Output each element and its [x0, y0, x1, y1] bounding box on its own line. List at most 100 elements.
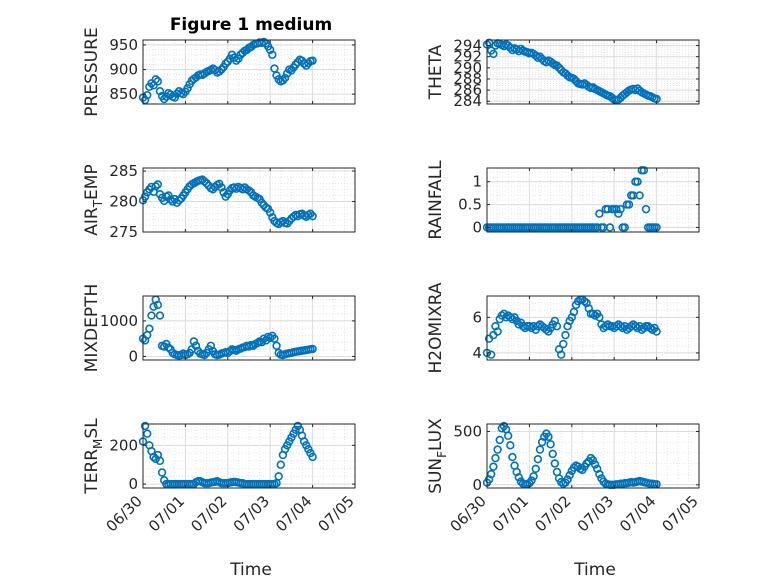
data-point	[563, 71, 572, 80]
data-point	[276, 460, 285, 469]
data-point	[155, 456, 165, 466]
data-point	[548, 449, 557, 459]
data-point	[304, 58, 313, 68]
subplot-7: 0 200 06/30 07/01 07/02 07/03 07/04 07/05 TERRMS…	[82, 418, 358, 536]
data-point	[529, 472, 538, 481]
data-point	[189, 337, 199, 346]
data-point	[550, 459, 560, 468]
data-point	[308, 56, 317, 65]
data-point	[525, 322, 534, 331]
data-point	[221, 59, 230, 68]
data-point	[624, 200, 634, 209]
x-tick-label: 07/04	[616, 492, 659, 535]
y-axis-label: THETA	[426, 44, 446, 100]
data-point	[274, 472, 283, 481]
data-point	[200, 177, 209, 186]
data-point	[308, 344, 317, 354]
data-point	[200, 350, 209, 360]
data-point	[280, 73, 290, 83]
data-point	[506, 313, 515, 322]
y-axis-label: SUNFLUX	[426, 418, 449, 494]
subplot-1: 850 900 950 PRESSURE	[82, 27, 356, 117]
data-point	[556, 350, 566, 359]
y-tick-label: 6	[472, 308, 482, 326]
x-tick-label: 07/02	[531, 492, 574, 535]
data-point	[506, 441, 515, 450]
data-point	[489, 462, 498, 471]
y-axis-label-subscript: M	[91, 439, 105, 449]
data-point	[559, 339, 568, 349]
y-axis-label-main: H2OMIXRA	[426, 282, 446, 373]
y-tick-label: 500	[453, 422, 482, 440]
data-point	[569, 74, 579, 84]
data-point	[215, 67, 224, 76]
data-point	[232, 56, 241, 65]
y-axis-label-main: MIXDEPTH	[82, 284, 102, 373]
y-axis-label-main: THETA	[426, 44, 446, 100]
data-point	[588, 309, 598, 318]
y-tick-label: 1	[472, 173, 482, 191]
data-point	[652, 327, 661, 336]
data-point	[535, 52, 545, 61]
data-point	[633, 177, 642, 186]
data-point	[588, 456, 598, 465]
data-point	[641, 204, 651, 214]
y-axis-label-rest: SL	[82, 418, 102, 439]
y-tick-label: 850	[109, 85, 138, 103]
y-tick-label: 286	[453, 81, 482, 99]
x-tick-label: 07/05	[659, 492, 702, 535]
data-point	[151, 182, 160, 191]
y-tick-label: 284	[453, 92, 482, 110]
data-point	[635, 191, 644, 200]
y-tick-label: 288	[453, 70, 482, 88]
x-tick-label: 07/01	[145, 492, 188, 535]
y-tick-label: 0	[128, 475, 138, 493]
axes-box	[142, 167, 356, 233]
data-point	[504, 431, 513, 440]
y-axis-label-rest: EMP	[82, 164, 102, 200]
data-point	[153, 300, 163, 310]
data-point	[582, 459, 591, 468]
data-point	[140, 192, 150, 201]
y-axis-label: PRESSURE	[82, 27, 102, 116]
x-axis-label-right: Time	[573, 560, 616, 580]
axes-box	[142, 39, 356, 105]
data-point	[217, 183, 226, 192]
y-axis-label-main: SUN	[426, 458, 446, 494]
axes-box	[142, 295, 356, 361]
y-axis-label-main: RAINFALL	[426, 160, 446, 240]
data-point	[595, 469, 604, 479]
y-tick-label: 200	[109, 436, 138, 454]
x-tick-label: 07/03	[230, 492, 273, 535]
y-tick-label: 275	[109, 223, 138, 241]
axes-box	[486, 423, 700, 489]
data-point	[563, 475, 572, 484]
y-tick-label: 950	[109, 36, 138, 54]
data-point	[174, 196, 184, 205]
figure-title: Figure 1 medium	[170, 15, 332, 35]
subplot-8: 0 500 06/30 07/01 07/02 07/03 07/04 07/05 SUNFLU…	[426, 418, 702, 536]
data-point	[149, 302, 158, 311]
x-axis-label-left: Time	[229, 560, 272, 580]
x-tick-label: 07/04	[272, 492, 315, 535]
data-point	[157, 468, 167, 477]
y-axis-label-main: PRESSURE	[82, 27, 102, 116]
data-point	[308, 452, 317, 462]
x-tick-label: 06/30	[103, 492, 146, 535]
data-point	[531, 464, 540, 473]
y-axis-label: RAINFALL	[426, 160, 446, 240]
data-point	[561, 330, 570, 340]
data-point	[266, 208, 275, 217]
data-point	[580, 297, 589, 306]
subplot-4: 0 0.5 1 RAINFALL	[426, 160, 700, 240]
data-point	[590, 311, 600, 320]
data-point	[495, 435, 504, 445]
data-point	[552, 322, 562, 331]
data-point	[487, 350, 496, 359]
y-tick-label: 0.5	[458, 196, 482, 214]
y-tick-label: 285	[109, 162, 138, 180]
data-point	[140, 421, 150, 431]
data-point	[620, 223, 629, 232]
data-point	[590, 460, 600, 469]
